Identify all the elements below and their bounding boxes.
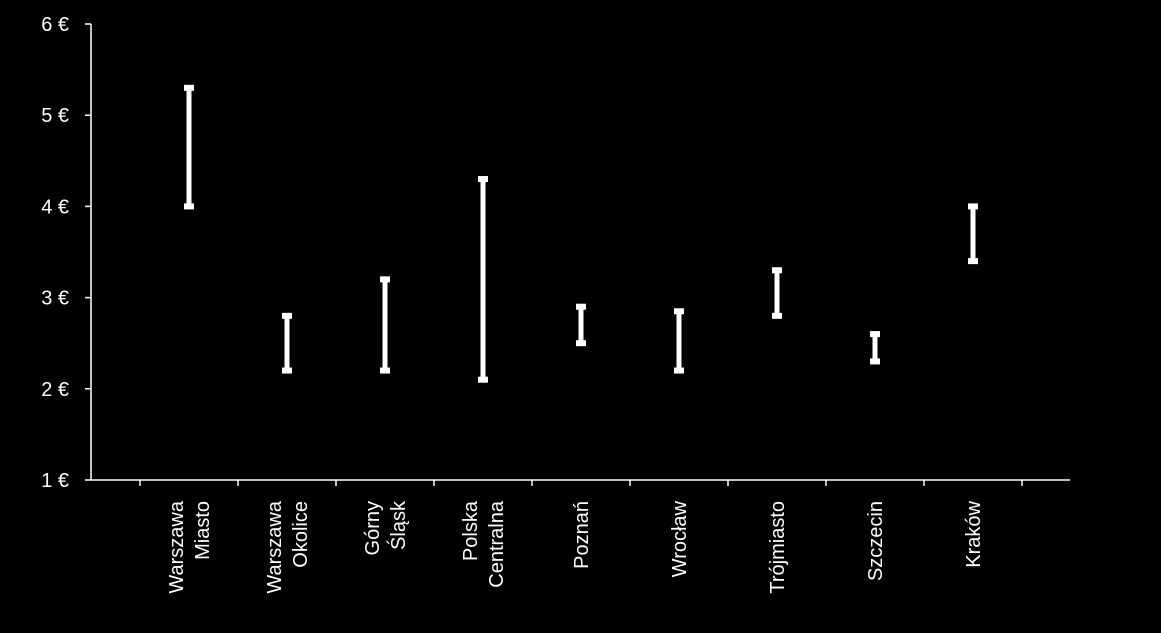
range-bar-low-cap <box>772 312 782 319</box>
y-tick-label: 2 € <box>41 379 69 401</box>
range-bar-high-cap <box>870 331 880 338</box>
category-label: Okolice <box>290 501 312 568</box>
range-bar-high-cap <box>968 203 978 210</box>
range-bar <box>674 308 684 374</box>
range-bar-high-cap <box>674 308 684 315</box>
range-bar <box>282 312 292 374</box>
category-label: Śląsk <box>386 500 410 550</box>
range-bar-high-cap <box>184 84 194 91</box>
chart-axes <box>90 24 1070 486</box>
category-label: Górny <box>362 501 384 555</box>
category-label: Miasto <box>192 501 214 560</box>
range-bars <box>184 84 978 383</box>
range-bar <box>772 267 782 319</box>
range-bar-high-cap <box>576 303 586 310</box>
range-bar-high-cap <box>380 276 390 283</box>
range-bar-low-cap <box>282 367 292 374</box>
range-bar <box>968 203 978 265</box>
category-label: Szczecin <box>865 501 887 581</box>
range-bar <box>576 303 586 347</box>
category-label: Centralna <box>486 500 508 588</box>
range-bar-low-cap <box>184 203 194 210</box>
range-bar <box>184 84 194 210</box>
range-bar-high-cap <box>282 312 292 319</box>
y-tick-label: 6 € <box>41 14 69 36</box>
range-bar-low-cap <box>380 367 390 374</box>
range-bar <box>478 176 488 383</box>
range-bar-low-cap <box>576 340 586 347</box>
range-bar-high-cap <box>772 267 782 274</box>
y-axis-ticks: 1 € 2 € 3 € 4 € 5 € 6 € <box>41 14 91 492</box>
y-tick-label: 5 € <box>41 105 69 127</box>
range-bar-low-cap <box>674 367 684 374</box>
range-bar <box>380 276 390 374</box>
y-tick-label: 3 € <box>41 288 69 310</box>
category-label: Warszawa <box>264 500 286 593</box>
range-bar-low-cap <box>478 376 488 383</box>
range-bar-high-cap <box>478 176 488 183</box>
x-axis-labels: Warszawa Miasto Warszawa Okolice Górny Śląsk P… <box>166 500 985 594</box>
range-bar-low-cap <box>870 358 880 365</box>
category-label: Trójmiasto <box>767 501 789 594</box>
category-label: Warszawa <box>166 500 188 593</box>
category-label: Polska <box>460 500 482 561</box>
category-label: Poznań <box>571 501 593 569</box>
category-label: Kraków <box>963 500 985 567</box>
y-tick-label: 1 € <box>41 470 69 492</box>
range-bar <box>870 331 880 365</box>
y-tick-label: 4 € <box>41 196 69 218</box>
category-label: Wrocław <box>669 500 691 577</box>
range-bar-low-cap <box>968 258 978 265</box>
